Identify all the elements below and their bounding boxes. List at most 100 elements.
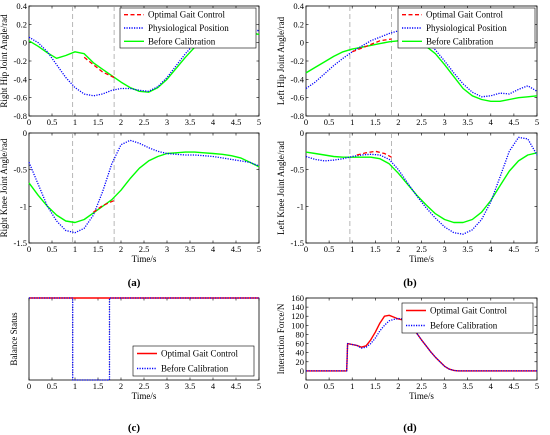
x-tick-label: 0.5 (47, 244, 58, 254)
chart-panel-a-top: 0 0.5 1 1.5 2 2.5 3 3.5 4 4.5 5 -0.8 -0.6 -0.4 -0.2 0 0.… (0, 1, 261, 127)
x-tick-label: 0.5 (324, 244, 335, 254)
y-tick-label: 0 (300, 366, 304, 376)
x-tick-label: 1.5 (370, 117, 381, 127)
x-tick-label: 0 (27, 244, 31, 254)
y-tick-label: 0 (300, 128, 304, 138)
y-tick-label: 100 (291, 320, 304, 330)
x-tick-label: 4.5 (509, 381, 520, 391)
plot-frame (28, 132, 260, 244)
x-tick-label: 1 (350, 117, 354, 127)
y-tick-label: -0.6 (14, 93, 27, 103)
plot-frame (305, 132, 538, 244)
panel-label-b: (b) (403, 277, 417, 289)
chart-panel-a-bottom: 0 0.5 1 1.5 2 2.5 3 3.5 4 4.5 5 -1.5 -1 -0.5 0 Time/s Ri… (0, 128, 261, 264)
legend-entry: Optimal Gait Control (161, 349, 238, 359)
panel-label-d: (d) (403, 422, 417, 434)
legend-entry: Optimal Gait Control (148, 10, 225, 20)
x-tick-label: 3.5 (185, 381, 196, 391)
series-line-before-calibration (28, 151, 260, 224)
x-tick-label: 0 (304, 244, 308, 254)
y-tick-label: 160 (291, 293, 304, 303)
y-tick-label: -0.2 (291, 56, 304, 66)
y-tick-label: 40 (296, 348, 305, 358)
x-tick-label: 4 (489, 381, 494, 391)
x-tick-label: 4.5 (231, 117, 242, 127)
chart-panel-b-top: 0 0.5 1 1.5 2 2.5 3 3.5 4 4.5 5 -0.8 -0.6 -0.4 -0.2 0 0.… (276, 1, 539, 127)
legend-entry: Physiological Position (148, 23, 229, 33)
legend-entry: Before Calibration (161, 364, 229, 374)
legend-box (401, 302, 534, 334)
y-tick-label: 0.2 (293, 19, 304, 29)
y-tick-label: 60 (296, 339, 305, 349)
series-line-optimal-gait-control (351, 38, 392, 53)
x-tick-label: 0 (27, 381, 31, 391)
series-line-physiological-position (28, 139, 260, 234)
x-tick-label: 2.5 (139, 381, 150, 391)
x-tick-label: 5 (257, 117, 261, 127)
x-tick-label: 1 (73, 117, 77, 127)
x-tick-label: 0 (304, 117, 308, 127)
panel-label-a: (a) (128, 277, 141, 289)
y-tick-label: 140 (291, 302, 304, 312)
x-axis-label: Time/s (409, 254, 434, 264)
y-tick-label: 0.2 (16, 19, 27, 29)
x-tick-label: 2 (119, 117, 123, 127)
x-tick-label: 0.5 (324, 117, 335, 127)
x-tick-label: 5 (535, 381, 539, 391)
y-tick-label: -0.5 (291, 165, 304, 175)
series-line-optimal-gait-control (93, 199, 115, 213)
series-line-before-calibration (306, 317, 537, 372)
y-tick-label: -1.5 (14, 238, 27, 248)
y-tick-label: 0.4 (293, 1, 304, 11)
x-tick-label: 0.5 (324, 381, 335, 391)
x-tick-label: 0.5 (47, 381, 58, 391)
x-tick-label: 2.5 (139, 117, 150, 127)
x-tick-label: 0 (27, 117, 31, 127)
x-tick-label: 2 (119, 244, 123, 254)
y-tick-label: 120 (291, 311, 304, 321)
x-tick-label: 2.5 (416, 381, 427, 391)
y-tick-label: -1 (297, 201, 304, 211)
y-tick-label: -0.4 (291, 74, 305, 84)
x-tick-label: 1 (73, 244, 77, 254)
series-line-physiological-position (305, 30, 538, 98)
legend-entry: Optimal Gait Control (430, 306, 507, 316)
x-tick-label: 3 (442, 117, 446, 127)
x-tick-label: 2 (396, 244, 400, 254)
y-tick-label: -0.6 (291, 93, 304, 103)
chart-panel-c: 0 0.5 1 1.5 2 2.5 3 3.5 4 4.5 5 Time/s Balance Statu… (9, 297, 261, 401)
y-tick-label: 0.4 (16, 1, 27, 11)
chart-panel-b-bottom: 0 0.5 1 1.5 2 2.5 3 3.5 4 4.5 5 -1.5 -1 -0.5 0 Time/s Le… (276, 128, 539, 264)
legend-entry: Physiological Position (426, 23, 507, 33)
x-tick-label: 1 (350, 381, 354, 391)
chart-panel-d: 0 0.5 1 1.5 2 2.5 3 3.5 4 4.5 50204060801001201401… (276, 293, 539, 401)
x-tick-label: 1.5 (93, 244, 104, 254)
x-tick-label: 3.5 (185, 117, 196, 127)
x-tick-label: 1 (350, 244, 354, 254)
x-tick-label: 5 (535, 117, 539, 127)
y-tick-label: 80 (296, 329, 305, 339)
x-tick-label: 2.5 (416, 244, 427, 254)
x-tick-label: 4.5 (231, 244, 242, 254)
x-tick-label: 5 (257, 381, 261, 391)
y-tick-label: -1 (20, 201, 27, 211)
series-line-optimal-gait-control (83, 56, 115, 79)
legend-entry: Before Calibration (148, 36, 216, 46)
y-axis-label: Left Hip Joint Angle/rad (276, 16, 286, 105)
y-axis-label: Left Knee Joint Angle/rad (276, 141, 286, 235)
y-axis-label: Right Knee Joint Angle/rad (0, 138, 9, 237)
x-tick-label: 3.5 (462, 117, 473, 127)
legend-entry: Before Calibration (426, 36, 494, 46)
legend-entry: Before Calibration (430, 321, 498, 331)
y-tick-label: -0.8 (14, 111, 27, 121)
legend-box (132, 345, 255, 377)
y-tick-label: 20 (296, 357, 305, 367)
y-axis-label: Balance Status (9, 312, 19, 366)
x-axis-label: Time/s (132, 391, 157, 401)
y-tick-label: -0.4 (14, 74, 28, 84)
x-tick-label: 0.5 (47, 117, 58, 127)
x-axis-label: Time/s (409, 391, 434, 401)
x-tick-label: 3.5 (462, 381, 473, 391)
x-tick-label: 4 (211, 381, 216, 391)
